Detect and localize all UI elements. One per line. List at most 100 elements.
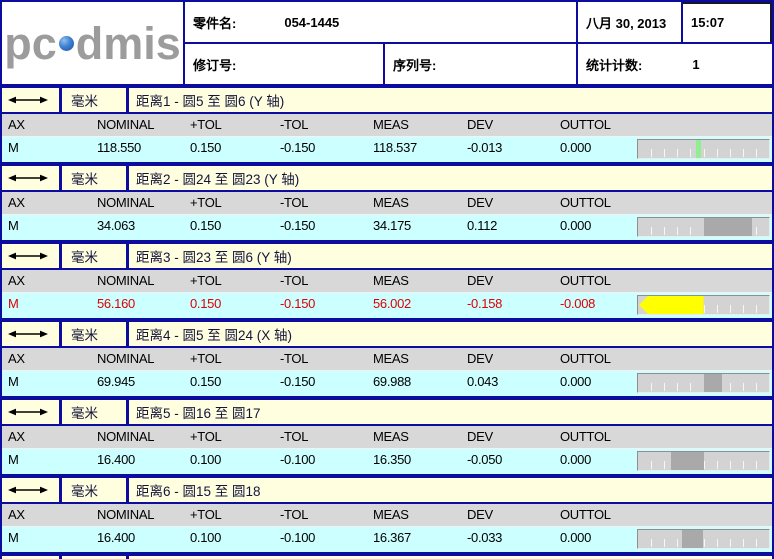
dev-value: 0.043 [467,374,499,389]
nominal-value: 16.400 [97,452,135,467]
column-header-row: AX NOMINAL +TOL -TOL MEAS DEV OUTTOL [2,192,772,215]
unit-label: 毫米 [62,556,129,559]
dimension-block-partial: 毫米 [0,554,774,559]
col-minus-tol: -TOL [280,195,309,210]
dimension-header-row: 毫米 距离2 - 圆24 至 圆23 (Y 轴) [2,166,772,192]
dev-value: -0.033 [467,530,503,545]
meas-value: 56.002 [373,296,411,311]
dimension-title: 距离4 - 圆5 至 圆24 (X 轴) [136,328,293,343]
stat-count-value: 1 [692,56,700,72]
dimension-block: 毫米 距离1 - 圆5 至 圆6 (Y 轴) AX NOMINAL +TOL -… [0,86,774,164]
col-ax: AX [8,507,25,522]
col-dev: DEV [467,117,493,132]
col-dev: DEV [467,507,493,522]
logo-dot-icon [58,36,74,52]
col-outtol: OUTTOL [560,351,611,366]
outtol-value: 0.000 [560,452,592,467]
plus-tol-value: 0.150 [190,296,222,311]
deviation-bar [637,529,770,549]
minus-tol-value: -0.100 [280,530,316,545]
col-outtol: OUTTOL [560,507,611,522]
minus-tol-value: -0.150 [280,218,316,233]
deviation-bar [637,451,770,471]
report-date: 八月 30, 2013 [578,2,683,42]
nominal-value: 34.063 [97,218,135,233]
col-dev: DEV [467,429,493,444]
dimension-title: 距离2 - 圆24 至 圆23 (Y 轴) [136,172,300,187]
col-plus-tol: +TOL [190,507,222,522]
pcdmis-logo: pc dmis [2,2,185,84]
unit-label: 毫米 [62,244,129,268]
axis-value: M [8,452,19,467]
col-ax: AX [8,117,25,132]
unit-label: 毫米 [62,478,129,502]
meas-value: 34.175 [373,218,411,233]
col-ax: AX [8,429,25,444]
revision-cell: 修订号: [185,44,385,84]
col-nominal: NOMINAL [97,195,155,210]
col-minus-tol: -TOL [280,429,309,444]
measurement-row: M 16.400 0.100 -0.100 16.350 -0.050 0.00… [2,449,772,474]
measurement-row: M 16.400 0.100 -0.100 16.367 -0.033 0.00… [2,527,772,552]
deviation-bar [637,295,770,315]
dimension-header-row: 毫米 距离6 - 圆15 至 圆18 [2,478,772,504]
minus-tol-value: -0.150 [280,140,316,155]
dimension-block: 毫米 距离4 - 圆5 至 圆24 (X 轴) AX NOMINAL +TOL … [0,320,774,398]
measurement-row: M 118.550 0.150 -0.150 118.537 -0.013 0.… [2,137,772,162]
nominal-value: 69.945 [97,374,135,389]
measurement-row: M 56.160 0.150 -0.150 56.002 -0.158 -0.0… [2,293,772,318]
col-plus-tol: +TOL [190,273,222,288]
col-outtol: OUTTOL [560,195,611,210]
minus-tol-value: -0.150 [280,374,316,389]
dev-value: -0.050 [467,452,503,467]
axis-value: M [8,140,19,155]
serial-cell: 序列号: [385,44,578,84]
measurement-row: M 34.063 0.150 -0.150 34.175 0.112 0.000 [2,215,772,240]
dev-value: -0.158 [467,296,503,311]
col-ax: AX [8,195,25,210]
dimension-title: 距离6 - 圆15 至 圆18 [136,484,261,499]
col-minus-tol: -TOL [280,507,309,522]
col-dev: DEV [467,273,493,288]
outtol-value: 0.000 [560,140,592,155]
distance-arrow-icon [2,322,62,346]
outtol-value: -0.008 [560,296,596,311]
dimension-header-row: 毫米 [2,556,772,559]
col-dev: DEV [467,351,493,366]
outtol-value: 0.000 [560,374,592,389]
dimension-block: 毫米 距离3 - 圆23 至 圆6 (Y 轴) AX NOMINAL +TOL … [0,242,774,320]
dimension-title: 距离1 - 圆5 至 圆6 (Y 轴) [136,94,285,109]
part-name-cell: 零件名: 054-1445 [185,2,578,42]
col-meas: MEAS [373,117,409,132]
col-minus-tol: -TOL [280,117,309,132]
distance-arrow-icon [2,478,62,502]
distance-arrow-icon [2,88,62,112]
dimension-block: 毫米 距离5 - 圆16 至 圆17 AX NOMINAL +TOL -TOL … [0,398,774,476]
dimension-header-row: 毫米 距离1 - 圆5 至 圆6 (Y 轴) [2,88,772,114]
col-minus-tol: -TOL [280,273,309,288]
col-dev: DEV [467,195,493,210]
plus-tol-value: 0.100 [190,530,222,545]
dimension-header-row: 毫米 距离5 - 圆16 至 圆17 [2,400,772,426]
stat-count-cell: 统计计数: 1 [578,44,772,84]
meas-value: 118.537 [373,140,417,155]
column-header-row: AX NOMINAL +TOL -TOL MEAS DEV OUTTOL [2,270,772,293]
col-nominal: NOMINAL [97,117,155,132]
col-meas: MEAS [373,429,409,444]
col-ax: AX [8,273,25,288]
distance-arrow-icon [2,244,62,268]
col-nominal: NOMINAL [97,507,155,522]
nominal-value: 56.160 [97,296,135,311]
unit-label: 毫米 [62,88,129,112]
dev-value: -0.013 [467,140,503,155]
column-header-row: AX NOMINAL +TOL -TOL MEAS DEV OUTTOL [2,504,772,527]
outtol-value: 0.000 [560,218,592,233]
col-nominal: NOMINAL [97,273,155,288]
revision-label: 修订号: [193,57,237,73]
column-header-row: AX NOMINAL +TOL -TOL MEAS DEV OUTTOL [2,426,772,449]
nominal-value: 16.400 [97,530,135,545]
col-meas: MEAS [373,273,409,288]
part-name-label: 零件名: [193,15,237,31]
dimension-title: 距离5 - 圆16 至 圆17 [136,406,261,421]
